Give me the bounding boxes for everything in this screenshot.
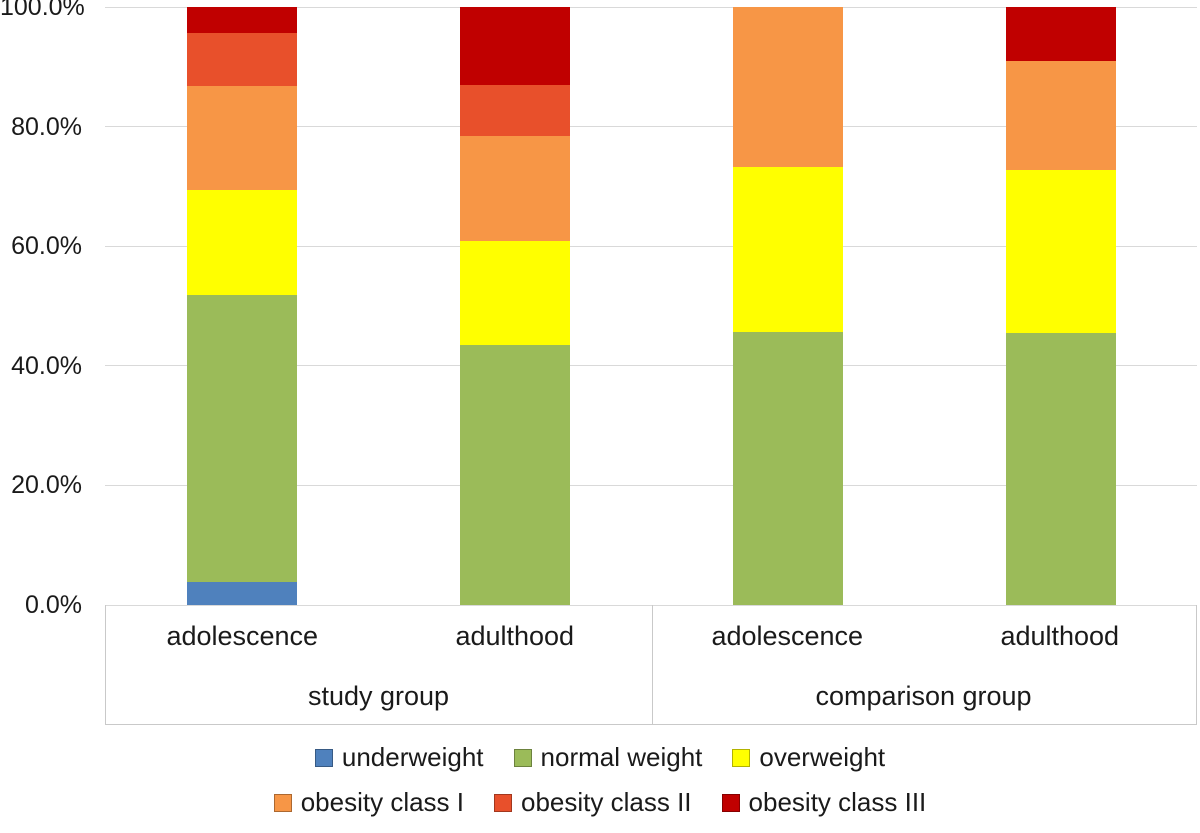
x-axis-category-label: adulthood [1000, 620, 1120, 651]
bar-segment-normal-weight [1005, 332, 1116, 605]
bar-segment-normal-weight [459, 344, 570, 605]
legend-label: obesity class I [300, 787, 465, 817]
x-axis-category-row: adolescence adulthood adolescence adulthood [106, 605, 1196, 667]
x-axis-category-table: adolescence adulthood adolescence adulthood… [105, 605, 1197, 725]
bar-segment-overweight [459, 240, 570, 345]
gridline-100 [105, 6, 1197, 8]
y-tick-label: 80.0% [11, 112, 82, 141]
chart-legend: underweight normal weight overweight obesit… [0, 742, 1200, 818]
legend-item-obesity-class-II: obesity class II [494, 787, 692, 818]
legend-label: overweight [759, 742, 886, 772]
legend-row-1: underweight normal weight overweight [314, 742, 885, 773]
x-axis-group-label: study group [307, 680, 450, 711]
bar-segment-obesity-class-II [459, 84, 570, 136]
legend-label: underweight [341, 742, 484, 772]
bar-segment-obesity-class-I [1005, 61, 1116, 171]
bar-segment-obesity-class-III [186, 7, 297, 33]
y-tick-label: 0.0% [25, 591, 82, 619]
legend-item-normal-weight: normal weight [513, 742, 703, 773]
x-axis-category-label: adolescence [166, 620, 319, 651]
legend-label: normal weight [540, 742, 703, 772]
bar-segment-obesity-class-I [459, 135, 570, 241]
legend-item-underweight: underweight [314, 742, 484, 773]
bar-segment-normal-weight [732, 331, 843, 605]
y-tick-label: 40.0% [11, 351, 82, 380]
gridline-40 [105, 365, 1197, 367]
y-tick-label: 100.0% [0, 0, 85, 21]
legend-swatch-icon [721, 793, 740, 812]
bar-segment-overweight [186, 189, 297, 296]
legend-swatch-icon [513, 748, 532, 767]
y-tick-label: 60.0% [11, 232, 82, 261]
bar-segment-underweight [186, 582, 297, 605]
legend-item-obesity-class-I: obesity class I [273, 787, 465, 818]
bar-segment-obesity-class-I [186, 85, 297, 190]
legend-row-2: obesity class I obesity class II obesity c… [273, 787, 927, 818]
x-axis-group-row: study group comparison group [106, 667, 1196, 725]
legend-swatch-icon [314, 748, 333, 767]
gridline-60 [105, 245, 1197, 247]
bar-segment-overweight [1005, 170, 1116, 333]
legend-label: obesity class II [521, 787, 692, 817]
gridline-20 [105, 484, 1197, 486]
bar-segment-normal-weight [186, 295, 297, 583]
legend-swatch-icon [273, 793, 292, 812]
bar-segment-obesity-class-I [732, 7, 843, 167]
bar-segment-obesity-class-III [459, 7, 570, 85]
gridline-80 [105, 126, 1197, 128]
x-axis-group-label: comparison group [815, 680, 1032, 711]
x-axis-category-label: adolescence [711, 620, 864, 651]
x-axis-category-label: adulthood [455, 620, 575, 651]
bar-segment-obesity-class-II [186, 32, 297, 86]
bar-segment-overweight [732, 166, 843, 332]
legend-label: obesity class III [748, 787, 927, 817]
legend-swatch-icon [732, 748, 751, 767]
legend-swatch-icon [494, 793, 513, 812]
x-axis-group-divider [652, 605, 653, 724]
legend-item-overweight: overweight [732, 742, 885, 773]
bar-segment-obesity-class-III [1005, 7, 1116, 62]
y-tick-label: 20.0% [11, 471, 82, 500]
gridline-0 [105, 604, 1197, 606]
legend-item-obesity-class-III: obesity class III [721, 787, 927, 818]
